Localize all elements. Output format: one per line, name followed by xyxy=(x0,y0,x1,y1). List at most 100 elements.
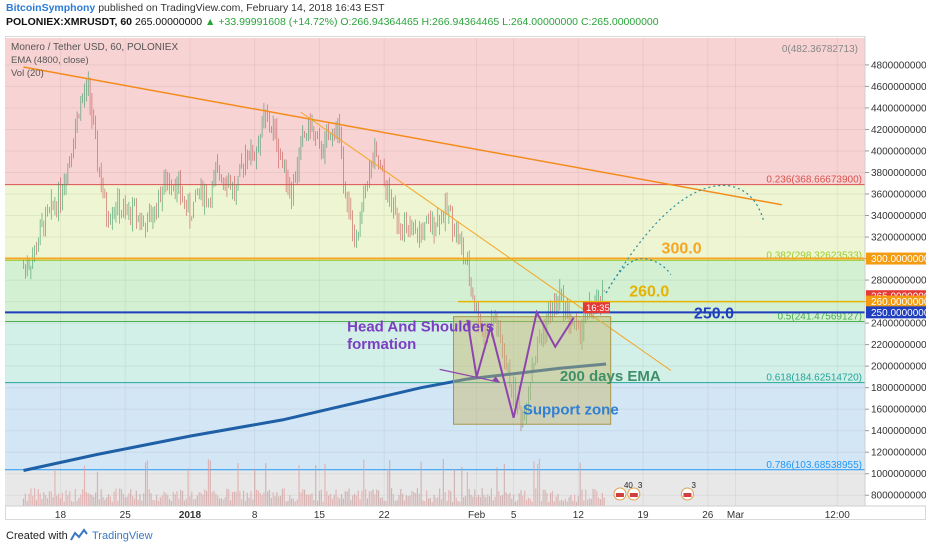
volume-bar xyxy=(365,489,367,506)
fib-top-label: 0(482.36782713) xyxy=(782,44,858,55)
volume-bar xyxy=(222,499,224,506)
volume-bar xyxy=(444,492,446,506)
volume-bar xyxy=(503,463,505,506)
volume-bar xyxy=(353,493,356,506)
volume-bar xyxy=(298,465,300,506)
volume-bar xyxy=(248,497,250,506)
volume-bar xyxy=(241,499,243,506)
volume-bar xyxy=(37,489,39,506)
volume-bar xyxy=(411,490,413,506)
volume-bar xyxy=(24,493,26,506)
volume-bar xyxy=(546,492,548,506)
volume-bar xyxy=(89,494,91,506)
volume-bar xyxy=(135,490,137,506)
volume-bars xyxy=(22,458,605,506)
volume-bar xyxy=(289,495,291,506)
volume-bar xyxy=(235,491,237,506)
x-tick-label: 5 xyxy=(511,510,517,520)
volume-bar xyxy=(98,499,100,506)
volume-bar xyxy=(285,501,287,506)
volume-bar xyxy=(448,490,450,506)
volume-bar xyxy=(276,492,278,506)
volume-bar xyxy=(239,490,241,506)
level-label-300.0: 300.0 xyxy=(662,241,702,258)
volume-bar xyxy=(498,491,500,506)
volume-bar xyxy=(119,488,121,506)
volume-bar xyxy=(540,501,542,506)
volume-bar xyxy=(152,499,154,506)
y-tick-label: 38000000000 xyxy=(871,168,926,179)
volume-bar xyxy=(435,497,437,506)
volume-bar xyxy=(350,499,352,506)
volume-bar xyxy=(516,500,518,506)
volume-bar xyxy=(183,500,185,506)
volume-bar xyxy=(32,496,34,506)
volume-bar xyxy=(292,498,295,506)
volume-bar xyxy=(342,498,345,506)
fib-label-0.236: 0.236(368.66673900) xyxy=(766,175,862,186)
volume-bar xyxy=(117,500,119,506)
fib-label-0.5: 0.5(241.47569127) xyxy=(777,312,862,323)
volume-bar xyxy=(72,501,75,506)
volume-bar xyxy=(157,500,160,506)
legend-title: Monero / Tether USD, 60, POLONIEX xyxy=(11,42,178,53)
x-tick-label: 18 xyxy=(55,510,67,520)
volume-bar xyxy=(76,500,78,506)
volume-bar xyxy=(455,497,457,506)
volume-bar xyxy=(372,489,374,506)
volume-bar xyxy=(313,500,315,506)
ohlc-values: O:266.94364465 H:266.94364465 L:264.0000… xyxy=(340,16,659,28)
volume-bar xyxy=(250,491,252,506)
volume-bar xyxy=(287,500,289,506)
volume-bar xyxy=(187,468,189,506)
annotation-arrow xyxy=(439,368,500,383)
volume-bar xyxy=(575,501,578,506)
y-tick-label: 48000000000 xyxy=(871,60,926,71)
volume-bar xyxy=(481,488,483,506)
volume-bar xyxy=(30,488,32,506)
volume-bar xyxy=(352,495,354,506)
y-tick-label: 34000000000 xyxy=(871,211,926,222)
volume-bar xyxy=(453,469,456,506)
x-tick-label: 19 xyxy=(638,510,650,520)
volume-bar xyxy=(261,494,263,506)
volume-bar xyxy=(143,493,145,506)
volume-bar xyxy=(333,494,335,506)
volume-bar xyxy=(315,465,317,506)
volume-bar xyxy=(439,488,441,506)
volume-bar xyxy=(440,499,443,506)
volume-bar xyxy=(137,499,139,506)
volume-bar xyxy=(33,488,36,506)
volume-bar xyxy=(307,494,309,506)
volume-bar xyxy=(496,467,498,506)
volume-bar xyxy=(390,488,393,506)
x-tick-label: Mar xyxy=(727,510,745,520)
volume-bar xyxy=(263,492,265,506)
volume-bar xyxy=(128,493,130,506)
volume-bar xyxy=(74,488,76,506)
y-tick-label: 44000000000 xyxy=(871,103,926,114)
volume-bar xyxy=(52,496,54,506)
volume-bar xyxy=(181,490,184,506)
author-link[interactable]: BitcoinSymphony xyxy=(6,2,96,14)
hs-annotation-line2: formation xyxy=(347,336,416,353)
volume-bar xyxy=(585,489,587,506)
volume-bar xyxy=(102,497,104,506)
volume-bar xyxy=(513,494,515,506)
volume-bar xyxy=(207,459,210,506)
tradingview-brand[interactable]: TradingView xyxy=(70,527,160,545)
volume-bar xyxy=(355,495,357,506)
price-chart[interactable]: 0.236(368.66673900) 0.382(298.32623533) 0.… xyxy=(5,36,926,520)
volume-bar xyxy=(363,459,365,506)
volume-bar xyxy=(405,495,407,506)
volume-bar xyxy=(529,498,531,506)
flag-icon xyxy=(629,493,638,497)
volume-bar xyxy=(594,489,596,506)
volume-bar xyxy=(69,490,71,506)
volume-bar xyxy=(370,491,372,506)
volume-bar xyxy=(488,496,491,506)
volume-bar xyxy=(525,499,528,506)
volume-bar xyxy=(420,461,422,506)
volume-bar xyxy=(95,492,97,506)
